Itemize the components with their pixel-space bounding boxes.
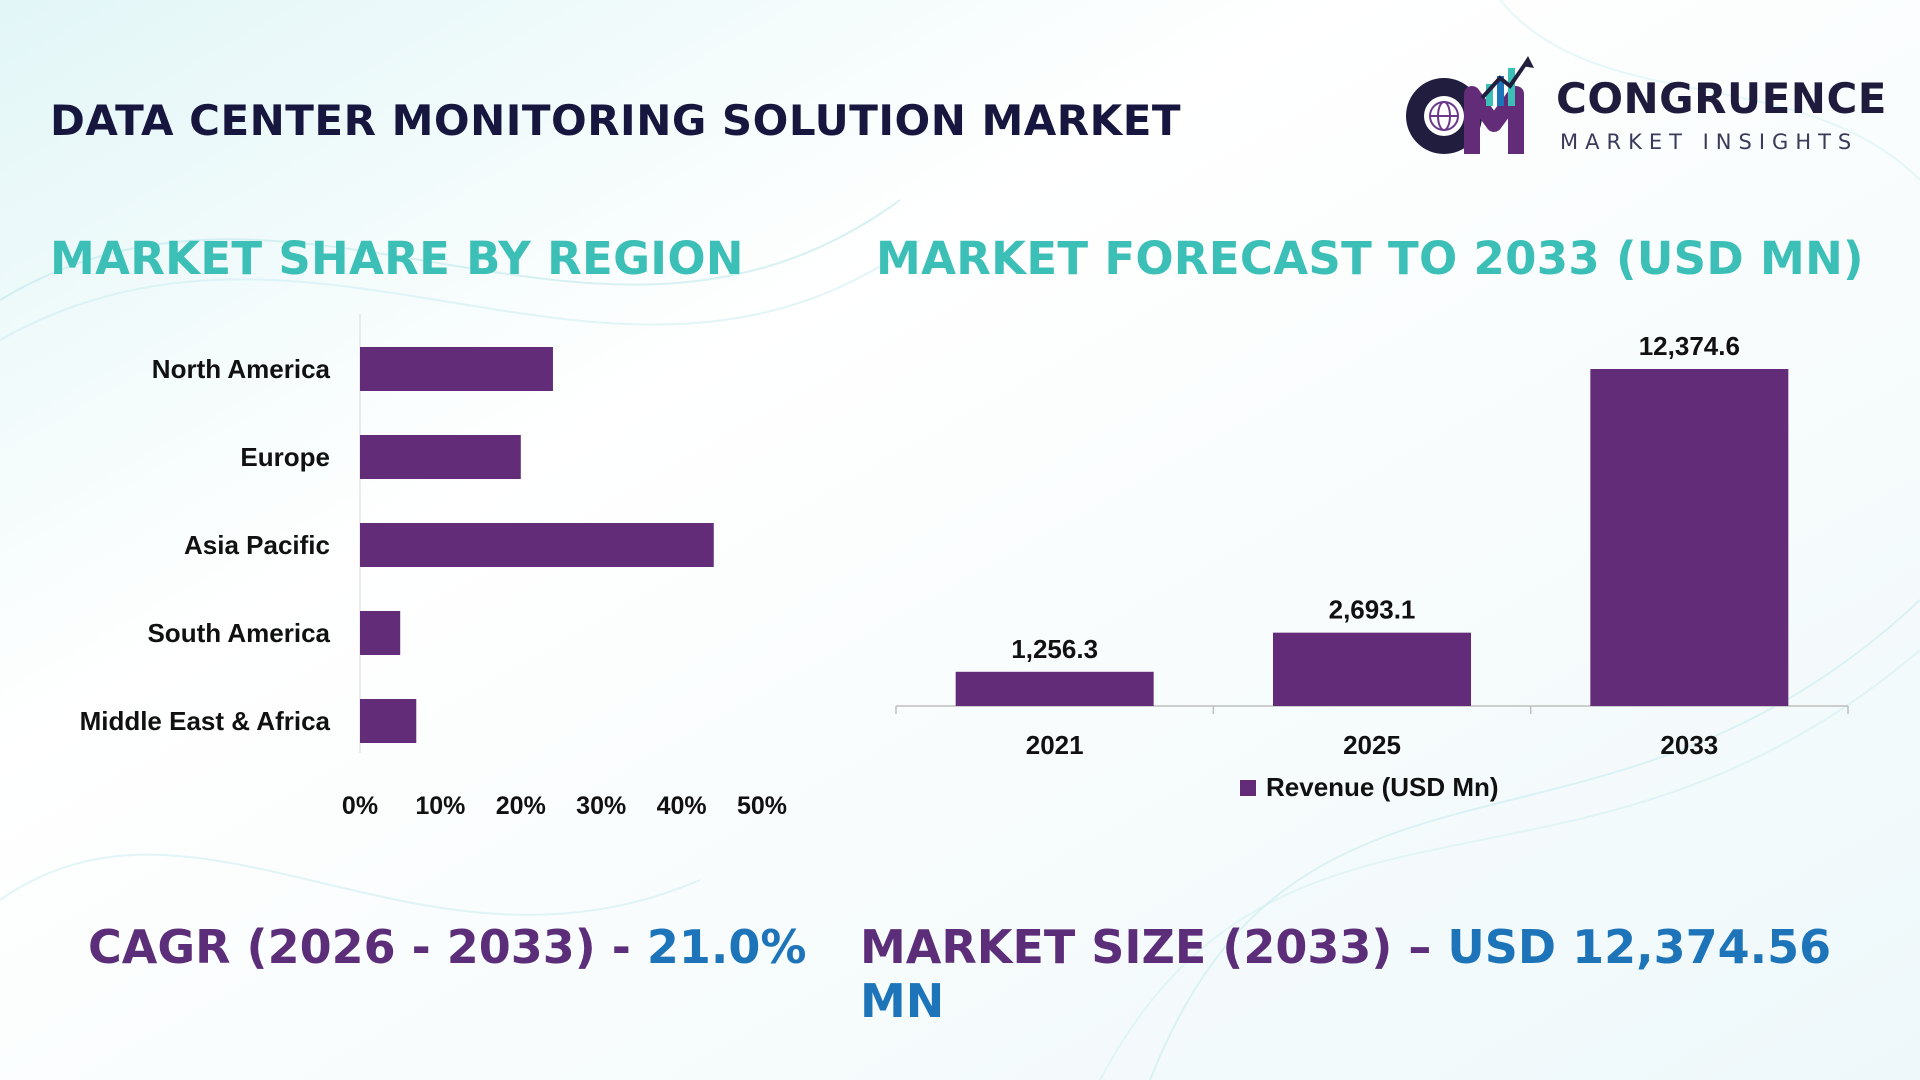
category-label: North America — [152, 354, 331, 384]
cagr-label: CAGR (2026 - 2033) - — [88, 920, 647, 974]
category-label: 2021 — [1026, 730, 1084, 760]
bar — [360, 699, 417, 743]
market-size-label: MARKET SIZE (2033) – — [860, 920, 1448, 974]
company-logo: CONGRUENCE MARKET INSIGHTS — [1402, 54, 1886, 164]
bar — [360, 347, 553, 391]
cagr-value: 21.0% — [646, 920, 807, 974]
legend-label: Revenue (USD Mn) — [1266, 772, 1499, 802]
bar — [1273, 632, 1471, 706]
globe-bar-chart-icon — [1406, 56, 1534, 154]
data-label: 1,256.3 — [1011, 634, 1098, 664]
bar — [1590, 369, 1789, 706]
logo-tagline: MARKET INSIGHTS — [1560, 130, 1859, 154]
category-label: Europe — [240, 442, 330, 472]
data-label: 12,374.6 — [1639, 331, 1740, 361]
logo-wordmark: CONGRUENCE — [1556, 74, 1887, 123]
bar — [360, 611, 401, 655]
bar — [360, 523, 714, 567]
category-label: Asia Pacific — [184, 530, 330, 560]
x-tick-label: 30% — [576, 792, 626, 820]
x-tick-label: 10% — [415, 792, 465, 820]
region-share-chart: North America Europe Asia Pacific South Ame… — [80, 314, 787, 820]
x-tick-label: 50% — [737, 792, 787, 820]
bar — [955, 671, 1154, 706]
bar — [360, 435, 521, 479]
data-label: 2,693.1 — [1329, 595, 1416, 625]
page-title: DATA CENTER MONITORING SOLUTION MARKET — [50, 96, 1182, 145]
market-size-summary: MARKET SIZE (2033) – USD 12,374.56 MN — [860, 920, 1920, 1028]
x-tick-label: 20% — [496, 792, 546, 820]
region-chart-title: MARKET SHARE BY REGION — [50, 232, 744, 285]
category-label: 2033 — [1660, 730, 1718, 760]
forecast-chart-title: MARKET FORECAST TO 2033 (USD MN) — [876, 232, 1864, 285]
cagr-summary: CAGR (2026 - 2033) - 21.0% — [88, 920, 807, 974]
market-size-value: USD 12,374.56 MN — [860, 920, 1832, 1028]
x-tick-label: 40% — [657, 792, 707, 820]
category-label: Middle East & Africa — [80, 706, 331, 736]
legend-swatch — [1240, 780, 1256, 796]
category-label: South America — [147, 618, 330, 648]
forecast-chart: 1,256.3 2021 2,693.1 2025 12,374.6 2033 Revenu… — [895, 331, 1849, 802]
x-tick-label: 0% — [342, 792, 378, 820]
category-label: 2025 — [1343, 730, 1401, 760]
